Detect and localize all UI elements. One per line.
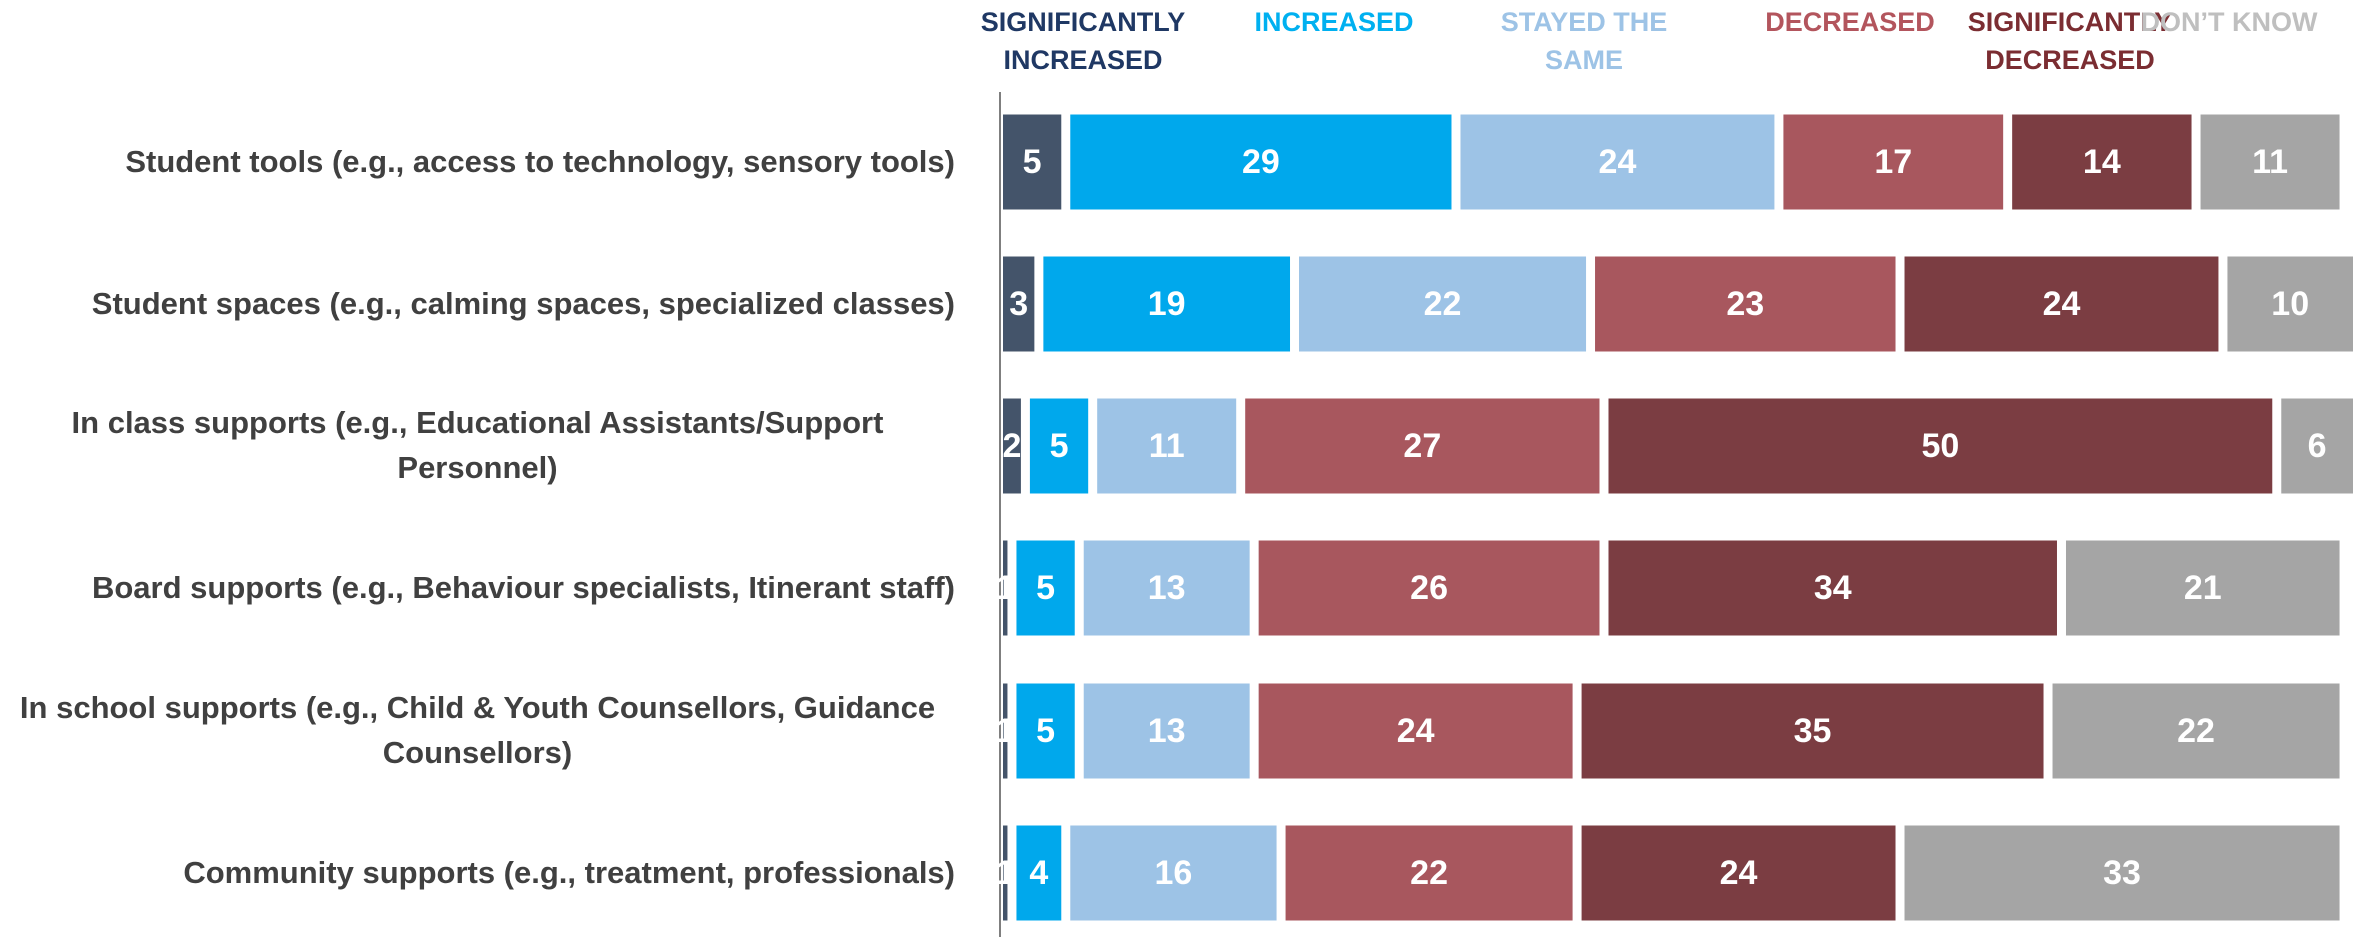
data-label: 24: [1720, 854, 1758, 892]
bar-segment: [1003, 540, 1008, 636]
data-label: 5: [1036, 569, 1055, 607]
data-label: 2: [1002, 427, 1021, 465]
data-label: 4: [1029, 854, 1048, 892]
bar-segment: [1608, 540, 2057, 636]
bar-segment: [2052, 683, 2340, 779]
bar-segment: [2200, 114, 2340, 210]
bar-segment: [1003, 256, 1035, 352]
bar-segment: [1299, 256, 1587, 352]
data-label: 22: [2177, 712, 2215, 750]
data-label: 5: [1023, 143, 1042, 181]
data-label: 19: [1148, 285, 1186, 323]
category-label: In school supports (e.g., Child & Youth …: [0, 681, 955, 781]
bar-segment: [1097, 398, 1237, 494]
data-label: 26: [1410, 569, 1448, 607]
data-label: 6: [2308, 427, 2327, 465]
bar-segment: [1003, 398, 1021, 494]
legend-label: INCREASED: [1254, 7, 1414, 37]
data-label: 50: [1921, 427, 1959, 465]
data-label: 13: [1148, 569, 1186, 607]
category-text: In school supports (e.g., Child & Youth …: [19, 690, 936, 770]
legend-label: DECREASED: [1765, 7, 1935, 37]
bar-segment: [2227, 256, 2353, 352]
bar-segment: [1029, 398, 1089, 494]
data-label: 24: [2043, 285, 2081, 323]
bar-segment: [1003, 825, 1008, 921]
data-label: 22: [1424, 285, 1462, 323]
data-label: 21: [2184, 569, 2222, 607]
bar-segment: [1904, 256, 2219, 352]
data-label: 23: [1726, 285, 1764, 323]
bar-segment: [1258, 540, 1600, 636]
category-label: Community supports (e.g., treatment, pro…: [0, 823, 955, 923]
data-label: 22: [1410, 854, 1448, 892]
bar-segment: [1083, 540, 1250, 636]
data-label: 1: [996, 569, 1015, 607]
category-label: In class supports (e.g., Educational Ass…: [0, 396, 955, 496]
data-label: 24: [1599, 143, 1637, 181]
bar-segment: [1043, 256, 1291, 352]
data-label: 27: [1403, 427, 1441, 465]
legend-label: SIGNIFICANTLY INCREASED: [980, 7, 1186, 75]
data-label: 14: [2083, 143, 2121, 181]
data-label: 24: [1397, 712, 1435, 750]
bar-segment: [1070, 114, 1452, 210]
data-label: 29: [1242, 143, 1280, 181]
bar-segment: [1070, 825, 1277, 921]
bar-segment: [1003, 114, 1062, 210]
bar-segment: [1016, 825, 1062, 921]
bar-segment: [1016, 540, 1075, 636]
category-text: In class supports (e.g., Educational Ass…: [71, 405, 884, 485]
bar-segment: [1581, 683, 2044, 779]
category-label: Student spaces (e.g., calming spaces, sp…: [0, 254, 955, 354]
legend-label: DON’T KNOW: [2140, 7, 2318, 37]
bar-segment: [1258, 683, 1573, 779]
category-text: Community supports (e.g., treatment, pro…: [183, 854, 955, 890]
bar-segment: [1608, 398, 2273, 494]
bar-segment: [1581, 825, 1896, 921]
bar-segment: [1245, 398, 1600, 494]
data-label: 13: [1148, 712, 1186, 750]
data-label: 5: [1036, 712, 1055, 750]
bar-segment: [2012, 114, 2192, 210]
data-label: 33: [2103, 854, 2141, 892]
category-text: Board supports (e.g., Behaviour speciali…: [91, 569, 955, 605]
bar-segment: [1460, 114, 1775, 210]
data-label: 3: [1009, 285, 1028, 323]
category-text: Student tools (e.g., access to technolog…: [125, 143, 955, 179]
category-label: Student tools (e.g., access to technolog…: [0, 112, 955, 212]
data-label: 17: [1874, 143, 1912, 181]
data-label: 1: [996, 712, 1015, 750]
legend-label: STAYED THE SAME: [1500, 7, 1668, 75]
bar-segment: [1904, 825, 2340, 921]
data-label: 16: [1155, 854, 1193, 892]
bar-segment: [1783, 114, 2004, 210]
bar-segment: [2065, 540, 2340, 636]
bar-segment: [1285, 825, 1573, 921]
bar-segment: [1016, 683, 1075, 779]
data-label: 10: [2271, 285, 2309, 323]
data-label: 1: [996, 854, 1015, 892]
data-label: 11: [1149, 427, 1185, 465]
data-label: 5: [1050, 427, 1069, 465]
category-text: Student spaces (e.g., calming spaces, sp…: [91, 285, 955, 321]
bar-segment: [1595, 256, 1896, 352]
legend-label: SIGNIFICANTLY DECREASED: [1967, 7, 2173, 75]
data-label: 11: [2252, 143, 2288, 181]
bar-segment: [1003, 683, 1008, 779]
category-label: Board supports (e.g., Behaviour speciali…: [0, 538, 955, 638]
bar-segment: [2281, 398, 2353, 494]
data-label: 35: [1794, 712, 1832, 750]
data-label: 34: [1814, 569, 1852, 607]
bar-segment: [1083, 683, 1250, 779]
